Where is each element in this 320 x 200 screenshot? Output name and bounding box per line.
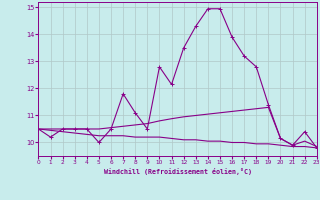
X-axis label: Windchill (Refroidissement éolien,°C): Windchill (Refroidissement éolien,°C) <box>104 168 252 175</box>
